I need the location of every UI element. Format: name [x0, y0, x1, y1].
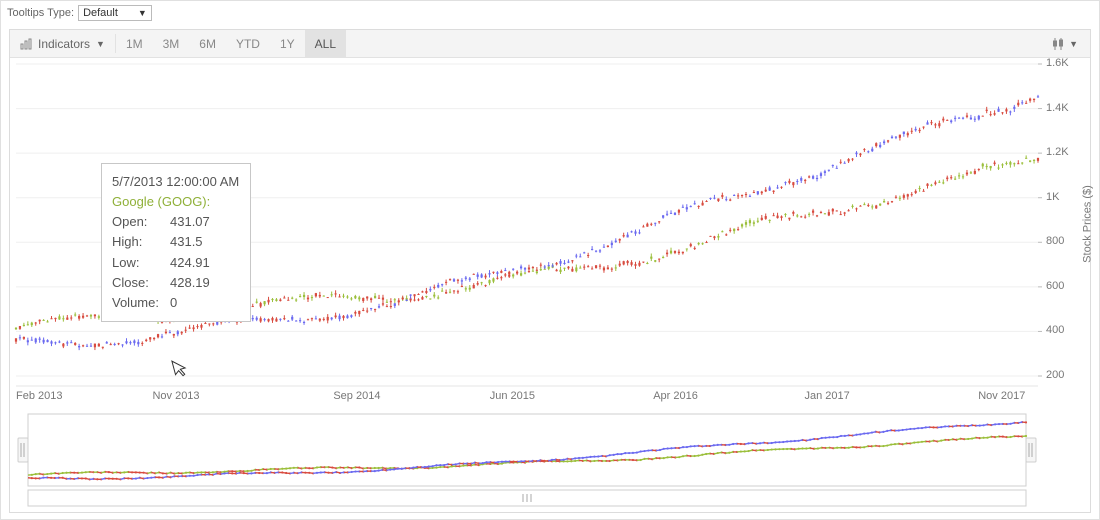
tooltip-timestamp: 5/7/2013 12:00:00 AM [112, 172, 240, 192]
tooltip-row: Open:431.07 [112, 212, 240, 232]
range-button-1y[interactable]: 1Y [270, 30, 305, 57]
chart-type-menu[interactable]: ▼ [1039, 30, 1090, 57]
chevron-down-icon: ▼ [96, 40, 105, 49]
tooltips-type-value: Default [83, 7, 118, 19]
candlestick-icon [1051, 37, 1065, 51]
tooltips-type-label: Tooltips Type: [7, 7, 74, 19]
y-axis-tick-label: 1K [1046, 191, 1059, 203]
x-axis-tick-label: Nov 2017 [978, 390, 1025, 402]
tooltip-row: Low:424.91 [112, 253, 240, 273]
tooltip-row: Volume:0 [112, 293, 240, 313]
range-button-1m[interactable]: 1M [116, 30, 153, 57]
plot-area: Stock Prices ($) 5/7/2013 12:00:00 AM Go… [10, 58, 1090, 512]
y-axis-tick-label: 1.2K [1046, 146, 1069, 158]
tooltip-row: High:431.5 [112, 232, 240, 252]
indicators-icon [20, 38, 32, 50]
indicators-label: Indicators [38, 37, 90, 51]
range-button-6m[interactable]: 6M [189, 30, 226, 57]
y-axis-tick-label: 200 [1046, 369, 1064, 381]
x-axis-tick-label: Jun 2015 [490, 390, 535, 402]
indicators-button[interactable]: Indicators ▼ [10, 30, 115, 57]
chart-toolbar: Indicators ▼ 1M3M6MYTD1YALL ▼ [10, 30, 1090, 58]
y-axis-title: Stock Prices ($) [1082, 185, 1094, 263]
y-axis-tick-label: 800 [1046, 235, 1064, 247]
x-axis-tick-label: Jan 2017 [804, 390, 849, 402]
chart-container: Indicators ▼ 1M3M6MYTD1YALL ▼ Stock Pric… [9, 29, 1091, 513]
x-axis-tick-label: Feb 2013 [16, 390, 62, 402]
y-axis-tick-label: 1.6K [1046, 57, 1069, 69]
y-axis-tick-label: 600 [1046, 280, 1064, 292]
chevron-down-icon: ▼ [138, 8, 147, 18]
tooltip-row: Close:428.19 [112, 273, 240, 293]
y-axis-tick-label: 400 [1046, 324, 1064, 336]
x-axis-tick-label: Apr 2016 [653, 390, 698, 402]
tooltips-type-select[interactable]: Default ▼ [78, 5, 152, 21]
y-axis-tick-label: 1.4K [1046, 102, 1069, 114]
tooltip-series-label: Google (GOOG): [112, 192, 240, 212]
chevron-down-icon: ▼ [1069, 40, 1078, 49]
range-button-ytd[interactable]: YTD [226, 30, 270, 57]
tooltip: 5/7/2013 12:00:00 AM Google (GOOG): Open… [101, 163, 251, 322]
x-axis-tick-label: Nov 2013 [152, 390, 199, 402]
x-axis-tick-label: Sep 2014 [333, 390, 380, 402]
range-button-3m[interactable]: 3M [153, 30, 190, 57]
range-button-all[interactable]: ALL [305, 30, 346, 57]
